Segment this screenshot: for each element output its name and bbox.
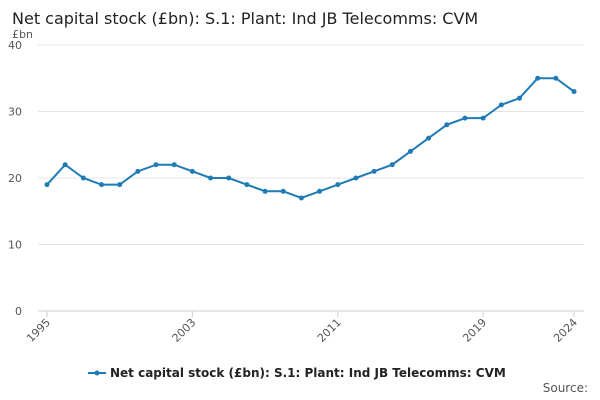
point <box>553 75 559 81</box>
line <box>46 77 575 200</box>
point <box>117 182 123 188</box>
point <box>226 175 232 181</box>
point <box>407 148 413 154</box>
point <box>444 122 450 128</box>
point <box>62 162 68 168</box>
x-tick-label: 2024 <box>551 316 580 345</box>
y-unit: £bn <box>12 28 33 41</box>
point <box>208 175 214 181</box>
point <box>262 188 268 194</box>
point <box>571 89 577 95</box>
point <box>189 168 195 174</box>
point <box>317 188 323 194</box>
point <box>153 162 159 168</box>
point <box>516 95 522 101</box>
point <box>80 175 86 181</box>
point <box>298 195 304 201</box>
x-tick-label: 2019 <box>460 316 489 345</box>
point <box>480 115 486 121</box>
point <box>135 168 141 174</box>
legend-swatch-dot <box>94 370 100 376</box>
point <box>535 75 541 81</box>
point <box>335 182 341 188</box>
point <box>426 135 432 141</box>
point <box>280 188 286 194</box>
y-tick-label: 20 <box>8 172 22 185</box>
x-tick-label: 2003 <box>170 316 199 345</box>
point <box>389 162 395 168</box>
x-tick-label: 2011 <box>315 316 344 345</box>
point <box>371 168 377 174</box>
legend-label: Net capital stock (£bn): S.1: Plant: Ind… <box>110 366 506 380</box>
x-tick-label: 1995 <box>24 316 53 345</box>
y-tick-label: 40 <box>8 39 22 52</box>
chart-title: Net capital stock (£bn): S.1: Plant: Ind… <box>12 9 478 28</box>
y-tick-label: 10 <box>8 239 22 252</box>
y-tick-label: 30 <box>8 106 22 119</box>
y-tick-label: 0 <box>15 305 22 318</box>
point <box>171 162 177 168</box>
point <box>244 182 250 188</box>
point <box>498 102 504 108</box>
source: Source: <box>543 381 588 395</box>
point <box>353 175 359 181</box>
point <box>462 115 468 121</box>
point <box>44 182 50 188</box>
point <box>99 182 105 188</box>
